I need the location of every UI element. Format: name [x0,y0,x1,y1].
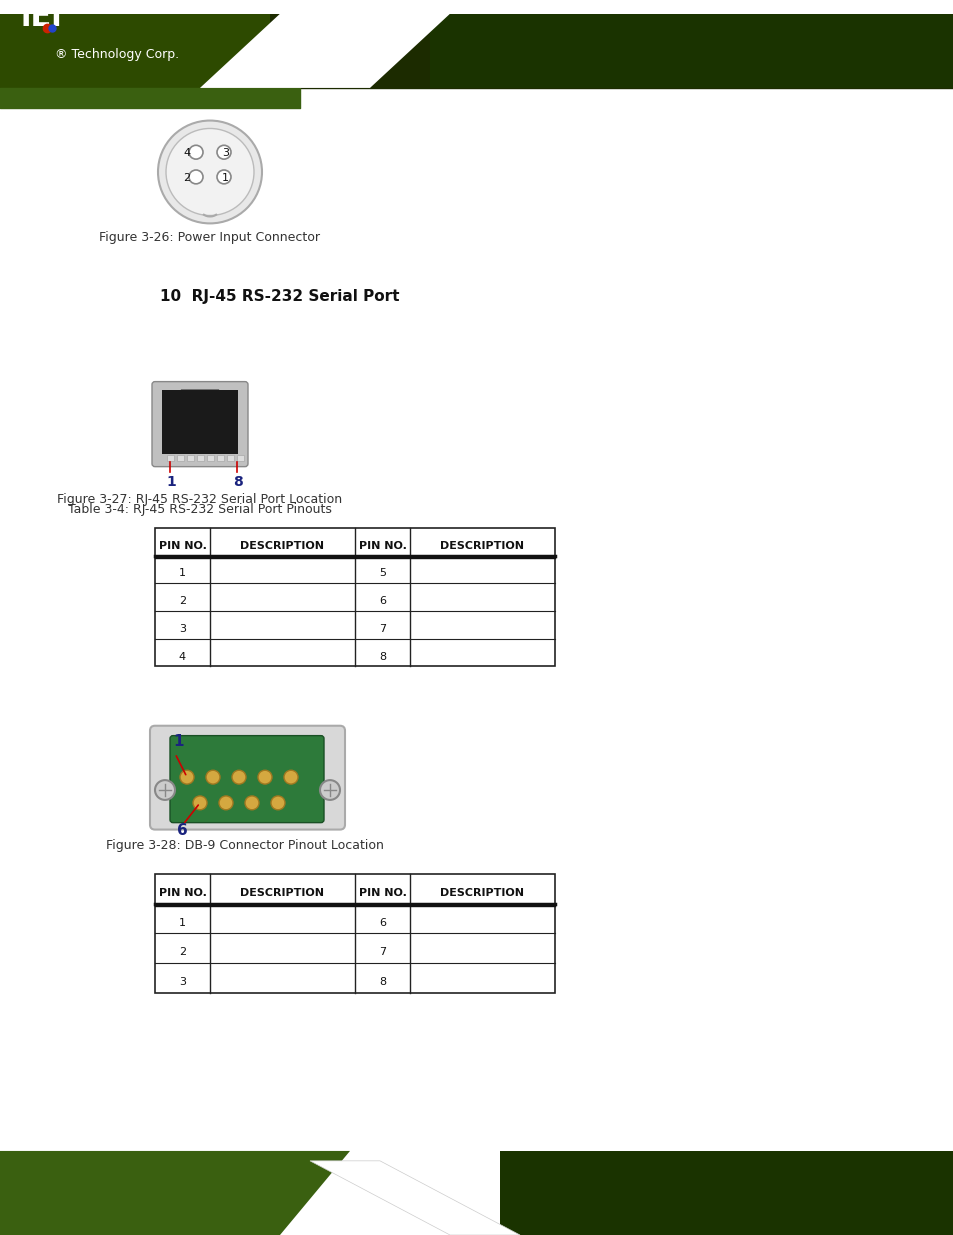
Circle shape [319,781,339,800]
Polygon shape [227,454,233,461]
Polygon shape [174,389,225,401]
Circle shape [180,771,193,784]
Circle shape [245,795,258,810]
Text: 4: 4 [183,148,190,158]
Text: PIN NO.: PIN NO. [358,888,406,898]
Text: PIN NO.: PIN NO. [358,541,406,551]
Polygon shape [177,454,184,461]
Circle shape [232,771,246,784]
Text: 6: 6 [378,918,386,927]
Polygon shape [0,14,270,88]
Circle shape [206,771,220,784]
Polygon shape [162,389,237,453]
Text: Figure 3-28: DB-9 Connector Pinout Location: Figure 3-28: DB-9 Connector Pinout Locat… [106,840,383,852]
FancyBboxPatch shape [170,736,324,823]
Text: Table 3-4: RJ-45 RS-232 Serial Port Pinouts: Table 3-4: RJ-45 RS-232 Serial Port Pino… [68,503,332,516]
Polygon shape [196,454,204,461]
Polygon shape [216,454,224,461]
Polygon shape [200,14,450,88]
Circle shape [216,170,231,184]
Text: 1: 1 [179,568,186,578]
Text: DESCRIPTION: DESCRIPTION [240,541,324,551]
Text: 7: 7 [378,624,386,634]
Polygon shape [0,14,953,88]
Text: 1: 1 [166,475,175,489]
Text: 2: 2 [183,173,190,183]
Text: DESCRIPTION: DESCRIPTION [440,888,524,898]
Text: 10  RJ-45 RS-232 Serial Port: 10 RJ-45 RS-232 Serial Port [160,289,399,304]
Polygon shape [236,454,244,461]
Text: PIN NO.: PIN NO. [158,541,206,551]
FancyBboxPatch shape [150,726,345,830]
Circle shape [257,771,272,784]
Circle shape [216,146,231,159]
Text: 4: 4 [179,652,186,662]
Polygon shape [207,454,213,461]
Text: 7: 7 [378,947,386,957]
Polygon shape [167,454,173,461]
Text: 3: 3 [222,148,229,158]
Polygon shape [499,1151,953,1235]
Text: DESCRIPTION: DESCRIPTION [240,888,324,898]
Circle shape [219,795,233,810]
Circle shape [271,795,285,810]
Text: 1: 1 [222,173,229,183]
Text: 8: 8 [233,475,242,489]
Text: 5: 5 [378,568,386,578]
Circle shape [166,128,253,215]
Polygon shape [187,454,193,461]
FancyBboxPatch shape [152,382,248,467]
Text: 3: 3 [179,977,186,987]
Text: 2: 2 [179,597,186,606]
Text: Figure 3-27: RJ-45 RS-232 Serial Port Location: Figure 3-27: RJ-45 RS-232 Serial Port Lo… [57,493,342,506]
Text: 2: 2 [179,947,186,957]
Text: 8: 8 [378,652,386,662]
Text: iEi: iEi [20,2,62,32]
Polygon shape [430,14,953,88]
Text: 1: 1 [172,734,183,748]
Text: ® Technology Corp.: ® Technology Corp. [55,48,179,62]
Polygon shape [0,1151,350,1235]
Circle shape [189,146,203,159]
Text: Figure 3-26: Power Input Connector: Figure 3-26: Power Input Connector [99,231,320,245]
Circle shape [193,795,207,810]
Circle shape [158,121,262,224]
Text: 6: 6 [177,823,188,837]
Text: DESCRIPTION: DESCRIPTION [440,541,524,551]
Text: 6: 6 [378,597,386,606]
Text: 8: 8 [378,977,386,987]
Polygon shape [310,1161,519,1235]
Circle shape [154,781,174,800]
Circle shape [189,170,203,184]
Text: 1: 1 [179,918,186,927]
Text: 3: 3 [179,624,186,634]
Text: PIN NO.: PIN NO. [158,888,206,898]
Circle shape [284,771,297,784]
